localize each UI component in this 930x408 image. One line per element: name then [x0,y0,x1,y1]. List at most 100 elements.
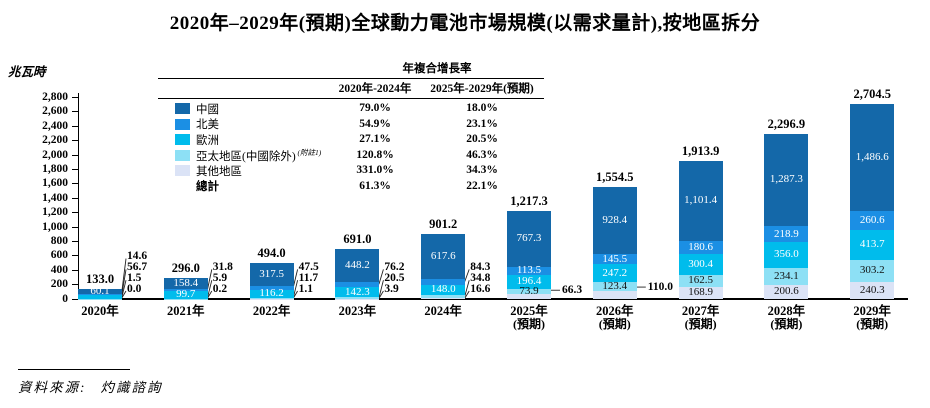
legend-item-note: (附註1) [295,147,322,157]
bar-segment-value: 1,101.4 [684,194,718,207]
bar-segment-value: 180.6 [688,240,713,253]
bar-segment-value: 116.2 [259,287,284,300]
bar-callout-value: 11.7 [298,271,319,284]
bar-total-value: 133.0 [85,272,115,287]
bar-segment [592,187,637,254]
y-tick-label: 400 [50,263,68,276]
bar-segment [163,291,208,299]
x-tick-label: 2027年 (預期) [659,305,743,331]
y-tick-mark [72,125,78,127]
bar-total-value: 1,913.9 [681,144,720,159]
bar-segment [764,133,809,227]
bar-segment [764,242,809,268]
x-tick-label: 2028年 (預期) [744,305,828,331]
x-tick-forecast-suffix: (預期) [684,317,717,331]
bar-segment [507,266,551,275]
cagr-value-col2: 20.5% [466,133,498,145]
y-axis-line [78,93,79,300]
bar-segment [592,264,637,283]
x-tick-label: 2026年 (預期) [573,305,657,331]
bar-callout-value: 34.8 [470,271,491,284]
callout-line [378,269,384,285]
cagr-total-col2: 22.1% [466,179,498,192]
bar-callout-value: 0.0 [127,282,142,295]
bar-segment [163,289,208,292]
bar-segment-value: 60.1 [90,285,110,298]
x-tick-label: 2021年 [167,304,205,318]
bar-segment [78,293,122,295]
bar-segment [764,284,809,299]
y-tick-mark [72,111,78,113]
bar-segment-value: 162.5 [688,274,713,287]
cagr-value-col2: 23.1% [466,117,498,130]
bar-callout-value: 1.1 [298,282,313,295]
bar-segment-value: 247.2 [602,266,628,279]
legend-swatch [175,118,190,130]
y-tick-label: 1,800 [42,162,68,175]
chart-title: 2020年–2029年(預期)全球動力電池市場規模(以需求量計),按地區拆分 [169,13,761,34]
cagr-value-col1: 27.1% [359,133,391,145]
bar-segment-value: 617.6 [430,249,456,262]
bar-segment-value: 448.2 [345,258,370,271]
legend-item-label: 中國 [196,103,219,116]
y-tick-mark [72,140,78,142]
bar-segment-value: 240.3 [859,283,885,296]
legend-item: 中國 [158,101,330,117]
bar-segment [678,286,723,299]
bar-segment-value: 218.9 [774,227,799,240]
callout-line [464,269,470,282]
spacer [158,81,330,97]
bar-segment [850,281,895,299]
legend-total-label: 總計 [196,180,219,193]
cagr-value-col2: 34.3% [466,164,498,176]
legend-swatch [175,134,190,146]
bar-total-value: 296.0 [171,260,200,275]
bar-segment [335,297,380,299]
bar-segment [507,288,551,295]
bar-segment [678,161,723,241]
bar-segment [249,298,294,299]
bar-segment-value: 317.5 [259,268,284,281]
x-tick-label: 2022年 [252,304,291,318]
bar-callout-value: 14.6 [127,250,148,263]
legend-swatch [175,149,190,161]
y-tick-label: 2,000 [42,148,68,161]
y-tick-mark [72,269,78,271]
bar-callout-value: 56.7 [127,260,148,273]
y-tick-mark [72,96,78,98]
y-tick-label: 800 [50,234,68,247]
bar-segment-value: 142.3 [345,285,370,298]
cagr-col1-header: 2020年-2024年 [338,83,412,95]
bar-segment-value: 73.9 [519,285,539,298]
callout-line [464,280,470,297]
bar-segment [678,253,723,276]
bar-segment [421,278,466,285]
legend-item: 歐洲 [158,132,330,148]
bar-callout-value: 76.2 [384,260,405,273]
bar-total-value: 901.2 [429,217,458,232]
bar-segment-value: 200.6 [774,285,799,298]
bar-segment [421,284,466,296]
bar-total-value: 2,296.9 [767,116,806,131]
y-tick-mark [72,183,78,185]
cagr-value-col2: 46.3% [466,148,498,161]
bar-segment-value: 99.7 [176,288,196,301]
bar-segment [764,267,809,285]
bar-segment [78,294,122,299]
bar-callout-value: 20.5 [384,271,405,284]
legend-item-label: 亞太地區(中國除外) (附註1) [196,147,322,163]
y-tick-mark [72,226,78,228]
y-tick-label: 1,400 [42,191,68,204]
x-tick-forecast-suffix: (預期) [513,317,545,331]
bar-total-value: 2,704.5 [853,87,891,102]
x-tick-forecast-suffix: (預期) [856,317,889,331]
bar-segment-value: 123.4 [602,280,628,293]
bar-segment-value: 767.3 [516,232,542,245]
callout-line [206,280,213,299]
bar-segment [850,230,895,260]
bar-dash-callout-value: 110.0 [647,280,674,293]
legend-item-label: 其他地區 [196,165,242,178]
bar-segment [335,286,380,298]
bar-segment-value: 168.9 [688,286,713,299]
